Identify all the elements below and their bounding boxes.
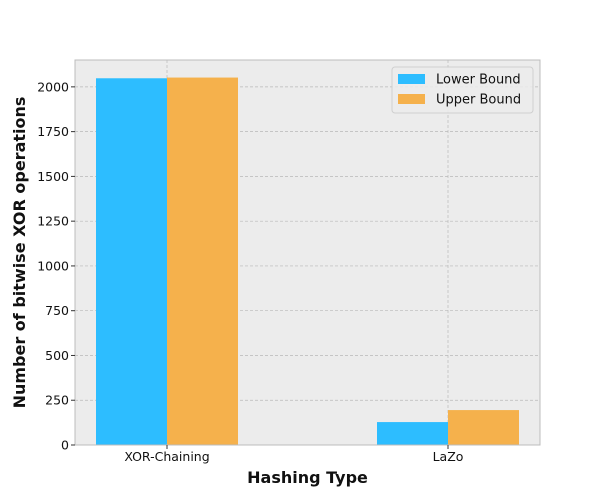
plot-frame: [74, 59, 541, 446]
axis-ticks: 0 250 500 750 1000 1250 1500 1750 2000 XOR-Chaini…: [37, 79, 463, 464]
bar-lower-bound-lazo: [377, 422, 448, 445]
bar-upper-bound-lazo: [448, 410, 519, 445]
bar-upper-bound-xor-chaining: [167, 77, 238, 446]
y-tick-label: 250: [45, 393, 69, 408]
legend: Lower Bound Upper Bound: [391, 66, 534, 114]
y-tick-label: 1250: [37, 214, 69, 229]
bar-lower-bound-xor-chaining: [96, 78, 167, 446]
y-tick-label: 1000: [37, 258, 69, 273]
y-tick-label: 2000: [37, 79, 69, 94]
x-axis-title: Hashing Type: [247, 468, 368, 487]
legend-swatch: [398, 74, 425, 84]
y-tick-label: 0: [61, 438, 69, 453]
x-tick-label: LaZo: [433, 449, 464, 464]
legend-swatch: [398, 94, 425, 104]
y-tick-label: 500: [45, 348, 69, 363]
legend-label: Lower Bound: [436, 73, 521, 88]
bars: [96, 77, 519, 446]
x-tick-label: XOR-Chaining: [124, 449, 209, 464]
legend-label: Upper Bound: [436, 93, 521, 108]
y-tick-label: 1750: [37, 124, 69, 139]
y-tick-label: 750: [45, 303, 69, 318]
legend-box: [391, 66, 534, 114]
y-axis-title: Number of bitwise XOR operations: [10, 97, 29, 409]
y-tick-label: 1500: [37, 169, 69, 184]
